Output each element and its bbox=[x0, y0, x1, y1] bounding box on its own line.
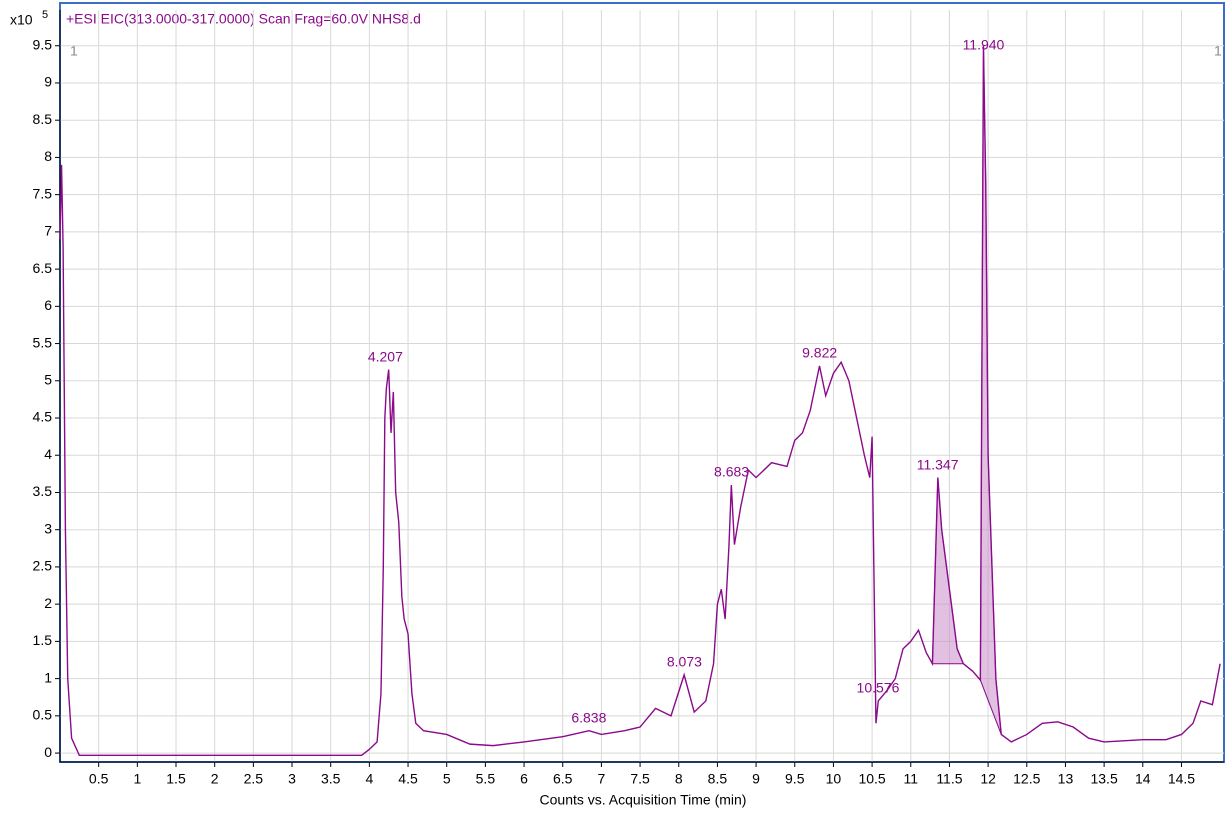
peak-label: 4.207 bbox=[368, 348, 403, 364]
x-tick-label: 1 bbox=[133, 771, 141, 787]
y-multiplier: x10 bbox=[10, 12, 33, 28]
trace-line bbox=[59, 45, 1221, 756]
x-tick-label: 11 bbox=[903, 771, 918, 787]
y-tick-label: 6.5 bbox=[33, 260, 53, 276]
x-tick-label: 13 bbox=[1058, 771, 1074, 787]
x-tick-label: 7.5 bbox=[630, 771, 650, 787]
y-tick-label: 8.5 bbox=[33, 111, 53, 127]
peak-label: 9.822 bbox=[802, 345, 837, 361]
y-exponent: 5 bbox=[42, 9, 48, 21]
x-tick-label: 2 bbox=[211, 771, 219, 787]
peak-label: 11.347 bbox=[917, 456, 959, 472]
peak-label: 6.838 bbox=[571, 709, 606, 725]
x-tick-label: 4 bbox=[365, 771, 373, 787]
x-tick-label: 14.5 bbox=[1168, 771, 1195, 787]
x-tick-label: 4.5 bbox=[398, 771, 418, 787]
x-tick-label: 5.5 bbox=[476, 771, 496, 787]
y-tick-label: 4.5 bbox=[33, 409, 53, 425]
y-tick-label: 4 bbox=[44, 446, 52, 462]
x-tick-label: 5 bbox=[443, 771, 451, 787]
x-tick-label: 10.5 bbox=[858, 771, 885, 787]
x-tick-label: 14 bbox=[1135, 771, 1151, 787]
x-tick-label: 0.5 bbox=[89, 771, 109, 787]
x-tick-label: 8 bbox=[675, 771, 683, 787]
y-tick-label: 7 bbox=[44, 223, 52, 239]
x-tick-label: 3 bbox=[288, 771, 296, 787]
y-tick-label: 2.5 bbox=[33, 558, 53, 574]
y-tick-label: 8 bbox=[44, 148, 52, 164]
trace-marker: 1 bbox=[1214, 43, 1222, 59]
peak-label: 8.683 bbox=[714, 464, 749, 480]
y-tick-label: 6 bbox=[44, 297, 52, 313]
x-tick-label: 9 bbox=[752, 771, 760, 787]
x-tick-label: 8.5 bbox=[708, 771, 728, 787]
x-axis-label: Counts vs. Acquisition Time (min) bbox=[540, 792, 747, 808]
y-tick-label: 5 bbox=[44, 371, 52, 387]
x-tick-label: 9.5 bbox=[785, 771, 805, 787]
x-tick-label: 11.5 bbox=[936, 771, 962, 787]
y-tick-label: 7.5 bbox=[33, 185, 53, 201]
peak-label: 11.940 bbox=[963, 37, 1005, 53]
x-tick-label: 3.5 bbox=[321, 771, 341, 787]
y-tick-label: 5.5 bbox=[33, 334, 53, 350]
x-tick-label: 1.5 bbox=[166, 771, 186, 787]
x-tick-label: 6 bbox=[520, 771, 528, 787]
x-tick-label: 7 bbox=[597, 771, 605, 787]
y-tick-label: 9.5 bbox=[33, 36, 53, 52]
y-tick-label: 9 bbox=[44, 74, 52, 90]
x-tick-label: 10 bbox=[826, 771, 842, 787]
y-tick-label: 1 bbox=[44, 669, 52, 685]
y-tick-label: 1.5 bbox=[33, 632, 53, 648]
y-tick-label: 0.5 bbox=[33, 707, 53, 723]
x-tick-label: 13.5 bbox=[1090, 771, 1117, 787]
trace-marker: 1 bbox=[70, 43, 78, 59]
y-tick-label: 0 bbox=[44, 744, 52, 760]
peak-label: 8.073 bbox=[667, 654, 702, 670]
y-tick-label: 3.5 bbox=[33, 483, 53, 499]
plot-frame bbox=[59, 2, 1225, 763]
y-tick-label: 3 bbox=[44, 520, 52, 536]
x-tick-label: 12.5 bbox=[1013, 771, 1040, 787]
chart-title: +ESI EIC(313.0000-317.0000) Scan Frag=60… bbox=[66, 11, 421, 27]
y-tick-label: 2 bbox=[44, 595, 52, 611]
peak-label: 10.576 bbox=[857, 680, 900, 696]
x-tick-label: 12 bbox=[980, 771, 996, 787]
grid bbox=[60, 10, 1224, 762]
x-tick-label: 6.5 bbox=[553, 771, 573, 787]
x-tick-label: 2.5 bbox=[244, 771, 264, 787]
